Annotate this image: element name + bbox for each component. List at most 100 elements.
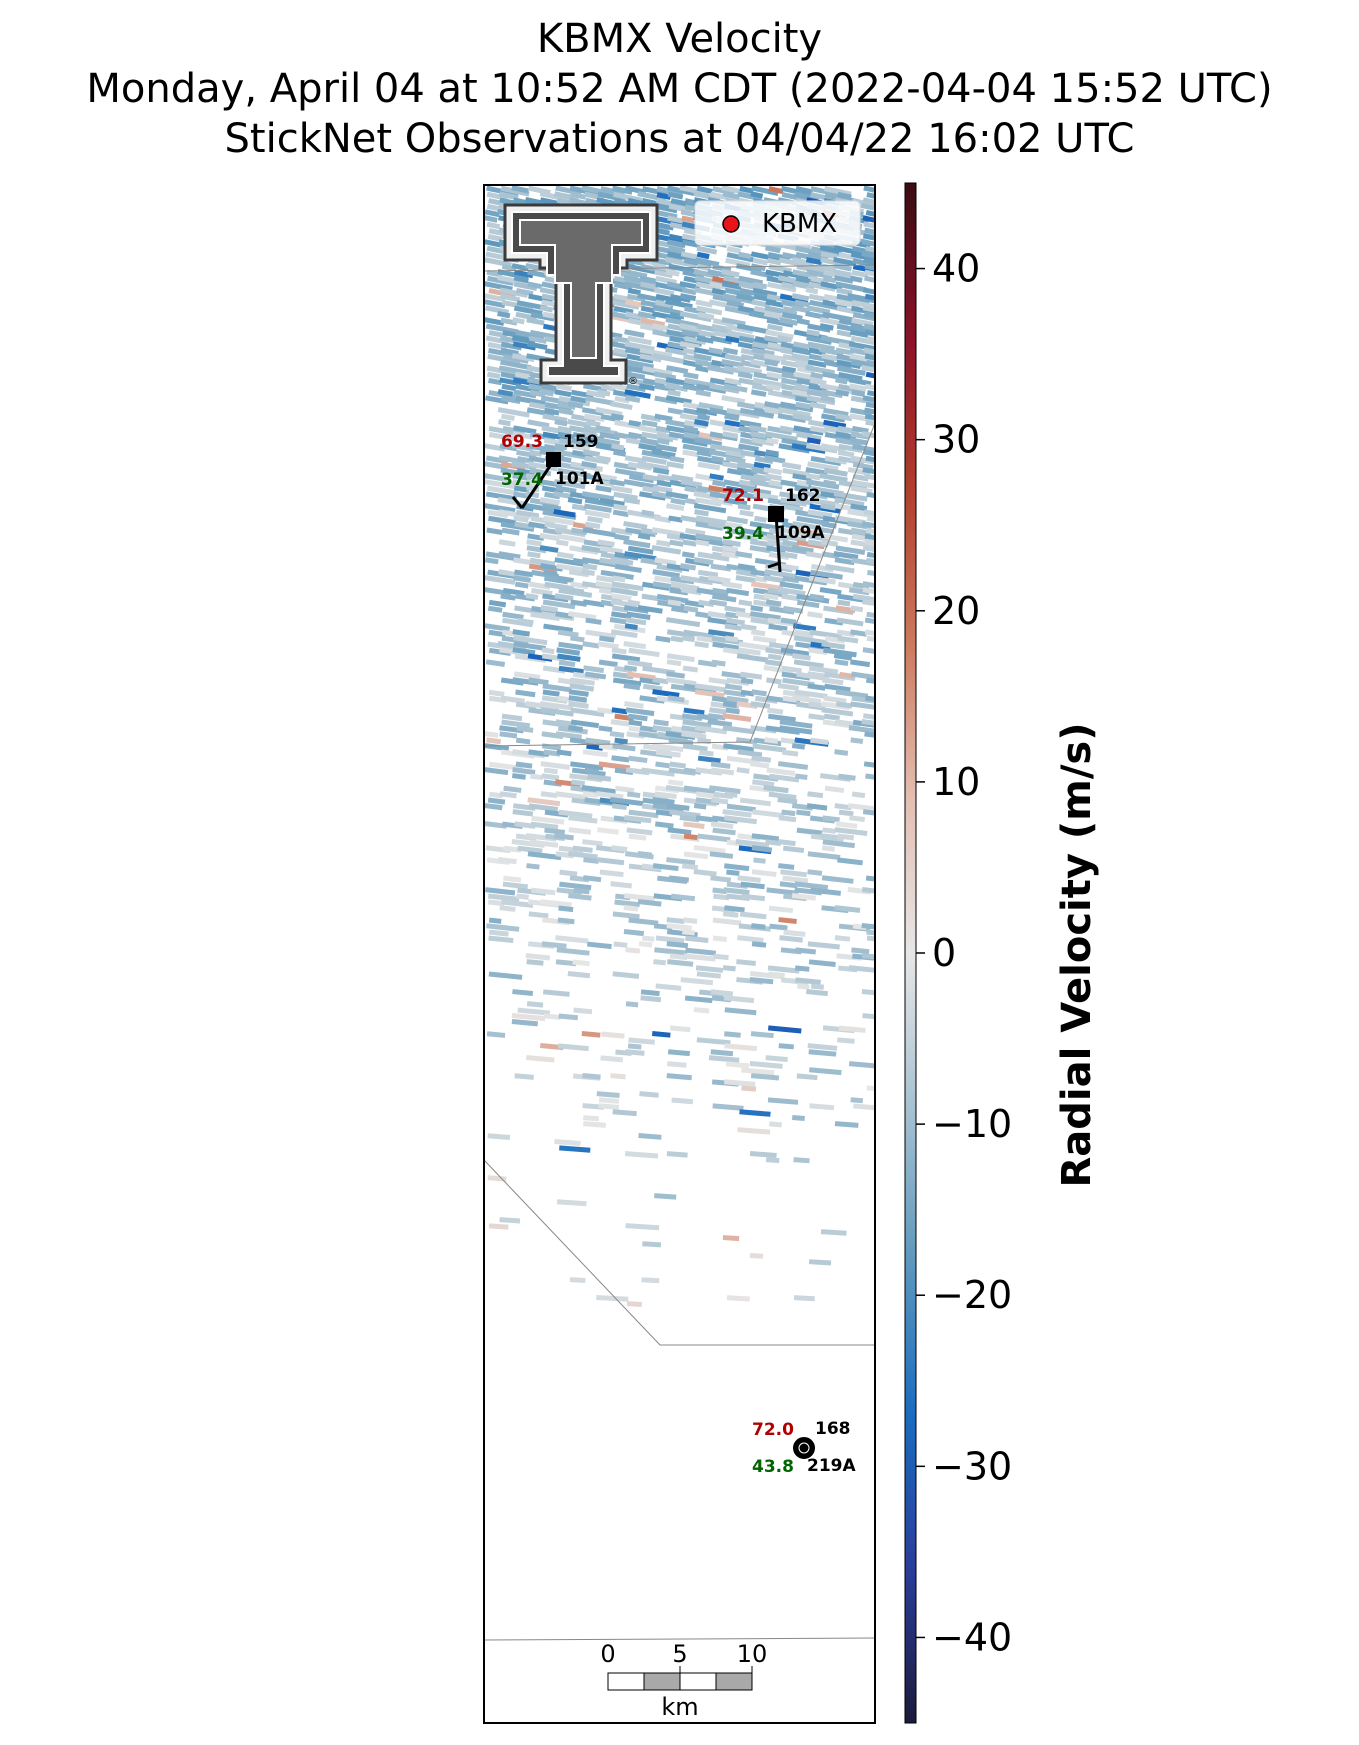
velocity-gate xyxy=(793,635,828,646)
velocity-gate xyxy=(713,893,730,901)
velocity-gate xyxy=(709,851,734,859)
velocity-gate xyxy=(526,545,547,554)
velocity-gate xyxy=(559,1145,591,1153)
velocity-gate xyxy=(808,665,839,675)
velocity-gate xyxy=(791,695,822,705)
velocity-gate xyxy=(792,413,813,422)
velocity-gate xyxy=(736,467,758,476)
velocity-gate xyxy=(637,533,651,540)
velocity-gate xyxy=(796,1073,818,1081)
velocity-gate xyxy=(811,563,834,573)
velocity-gate xyxy=(806,329,820,337)
velocity-gate xyxy=(861,953,875,961)
velocity-gate xyxy=(556,563,589,574)
velocity-gate xyxy=(726,246,742,254)
velocity-gate xyxy=(821,539,839,547)
velocity-gate xyxy=(866,569,875,577)
scale-label: 10 xyxy=(737,1640,768,1668)
velocity-gate xyxy=(554,419,568,427)
velocity-gate xyxy=(751,923,766,930)
velocity-gate xyxy=(834,275,854,284)
velocity-gate xyxy=(652,581,681,591)
velocity-gate xyxy=(707,617,738,627)
velocity-gate xyxy=(513,269,534,279)
velocity-gate xyxy=(584,767,600,775)
velocity-gate xyxy=(586,389,606,399)
velocity-gate xyxy=(752,779,775,788)
velocity-gate xyxy=(666,1151,688,1158)
velocity-gate xyxy=(665,731,696,740)
velocity-gate xyxy=(512,341,537,351)
velocity-gate xyxy=(596,707,614,715)
velocity-gate xyxy=(655,749,681,758)
velocity-gate xyxy=(581,557,616,568)
velocity-gate xyxy=(641,767,675,777)
velocity-gate xyxy=(514,371,530,380)
velocity-gate xyxy=(555,935,589,944)
velocity-gate xyxy=(709,599,728,607)
velocity-gate xyxy=(531,587,553,597)
velocity-gate xyxy=(511,1019,539,1027)
velocity-gate xyxy=(655,983,682,991)
velocity-gate xyxy=(822,275,837,284)
velocity-gate xyxy=(653,287,675,297)
velocity-gate xyxy=(557,575,574,584)
velocity-gate xyxy=(624,299,646,309)
velocity-gate xyxy=(517,1007,551,1016)
velocity-gate xyxy=(863,407,875,416)
velocity-gate xyxy=(750,431,767,439)
velocity-gate xyxy=(569,737,595,746)
velocity-gate xyxy=(710,989,734,997)
velocity-gate xyxy=(807,869,823,876)
velocity-gate xyxy=(685,947,717,956)
velocity-gate xyxy=(852,593,875,603)
velocity-gate xyxy=(863,311,875,322)
velocity-gate xyxy=(666,533,685,541)
velocity-gate xyxy=(573,1007,593,1015)
velocity-gate xyxy=(585,617,602,625)
velocity-gate xyxy=(737,935,764,943)
velocity-gate xyxy=(712,1103,744,1111)
velocity-gate xyxy=(610,1073,626,1080)
velocity-gate xyxy=(557,917,575,925)
velocity-gate xyxy=(626,827,653,836)
velocity-gate xyxy=(805,257,823,266)
velocity-gate xyxy=(796,809,811,817)
velocity-gate xyxy=(526,341,548,350)
title-line-1: KBMX Velocity xyxy=(536,16,823,62)
velocity-gate xyxy=(559,881,592,891)
velocity-gate xyxy=(612,971,640,979)
velocity-gate xyxy=(866,929,875,937)
velocity-gate xyxy=(808,959,836,968)
velocity-gate xyxy=(767,389,802,401)
velocity-gate xyxy=(666,671,686,679)
velocity-gate xyxy=(821,845,835,852)
velocity-gate xyxy=(656,479,672,488)
velocity-gate xyxy=(794,485,809,493)
velocity-gate xyxy=(693,557,714,566)
velocity-gate xyxy=(866,551,875,560)
velocity-gate xyxy=(864,413,875,425)
velocity-gate xyxy=(571,503,588,512)
velocity-gate xyxy=(484,479,519,490)
velocity-gate xyxy=(768,971,785,979)
velocity-gate xyxy=(819,245,843,255)
velocity-gate xyxy=(656,438,670,446)
velocity-gate xyxy=(597,641,619,650)
velocity-gate xyxy=(763,353,787,363)
velocity-gate xyxy=(795,977,821,985)
velocity-gate xyxy=(777,683,800,691)
velocity-gate xyxy=(500,359,532,371)
velocity-gate xyxy=(780,737,807,746)
velocity-gate xyxy=(515,593,536,602)
scale-segment xyxy=(607,1672,645,1691)
velocity-gate xyxy=(611,485,633,494)
velocity-gate xyxy=(793,425,824,436)
velocity-gate xyxy=(639,275,657,284)
velocity-gate xyxy=(763,467,782,476)
velocity-gate xyxy=(726,252,754,263)
velocity-gate xyxy=(754,455,774,464)
velocity-gate xyxy=(725,491,741,500)
velocity-gate xyxy=(710,335,733,345)
velocity-gate xyxy=(708,539,734,548)
